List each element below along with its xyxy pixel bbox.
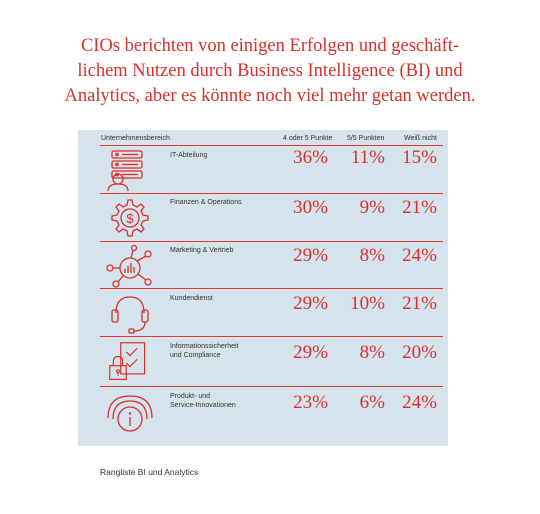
title-line-2: lichem Nutzen durch Business Intelligenc… xyxy=(77,61,463,81)
row-label: Marketing & Vertrieb xyxy=(170,247,234,254)
value-col3: 15% xyxy=(402,147,437,168)
row-label: Kundendienst xyxy=(170,295,213,302)
value-col3: 21% xyxy=(402,293,437,314)
row-divider xyxy=(100,288,443,289)
value-col3: 21% xyxy=(402,197,437,218)
value-col1: 29% xyxy=(293,342,328,363)
value-col2: 8% xyxy=(359,342,385,363)
row-divider xyxy=(100,241,443,242)
network-chart-icon xyxy=(106,244,152,288)
value-col3: 20% xyxy=(402,342,437,363)
row-divider xyxy=(100,386,443,387)
value-col3: 24% xyxy=(402,245,437,266)
row-label: Informationssicherheit und Compliance xyxy=(170,343,239,359)
row-divider xyxy=(100,193,443,194)
header-col1: 4 oder 5 Punkte xyxy=(283,135,333,142)
header-col2: 5/5 Punkten xyxy=(347,135,385,142)
header-divider xyxy=(100,145,443,146)
innovation-signal-icon xyxy=(107,395,153,432)
header-area: Unternehmensbereich xyxy=(101,135,170,142)
value-col2: 8% xyxy=(359,245,385,266)
svg-text:$: $ xyxy=(126,211,134,226)
value-col1: 29% xyxy=(293,245,328,266)
footnote: Rangliste BI und Analytics xyxy=(100,467,199,477)
value-col1: 29% xyxy=(293,293,328,314)
title-line-3: Analytics, aber es könnte noch viel mehr… xyxy=(64,86,476,106)
row-divider xyxy=(100,336,443,337)
value-col1: 36% xyxy=(293,147,328,168)
headset-icon xyxy=(111,296,149,334)
value-col2: 10% xyxy=(350,293,385,314)
server-user-icon xyxy=(107,150,143,192)
value-col2: 6% xyxy=(359,392,385,413)
value-col2: 9% xyxy=(359,197,385,218)
page-title: CIOs berichten von einigen Erfolgen und … xyxy=(40,34,500,109)
header-col3: Weiß nicht xyxy=(404,135,437,142)
value-col2: 11% xyxy=(350,147,385,168)
value-col1: 30% xyxy=(293,197,328,218)
gear-dollar-icon: $ xyxy=(111,199,149,237)
row-label: Finanzen & Operations xyxy=(170,199,242,206)
row-label: Produkt- und Service-Innovationen xyxy=(170,393,236,409)
lock-document-icon xyxy=(109,342,146,381)
row-label: IT-Abteilung xyxy=(170,152,208,159)
value-col1: 23% xyxy=(293,392,328,413)
title-line-1: CIOs berichten von einigen Erfolgen und … xyxy=(80,36,460,56)
value-col3: 24% xyxy=(402,392,437,413)
